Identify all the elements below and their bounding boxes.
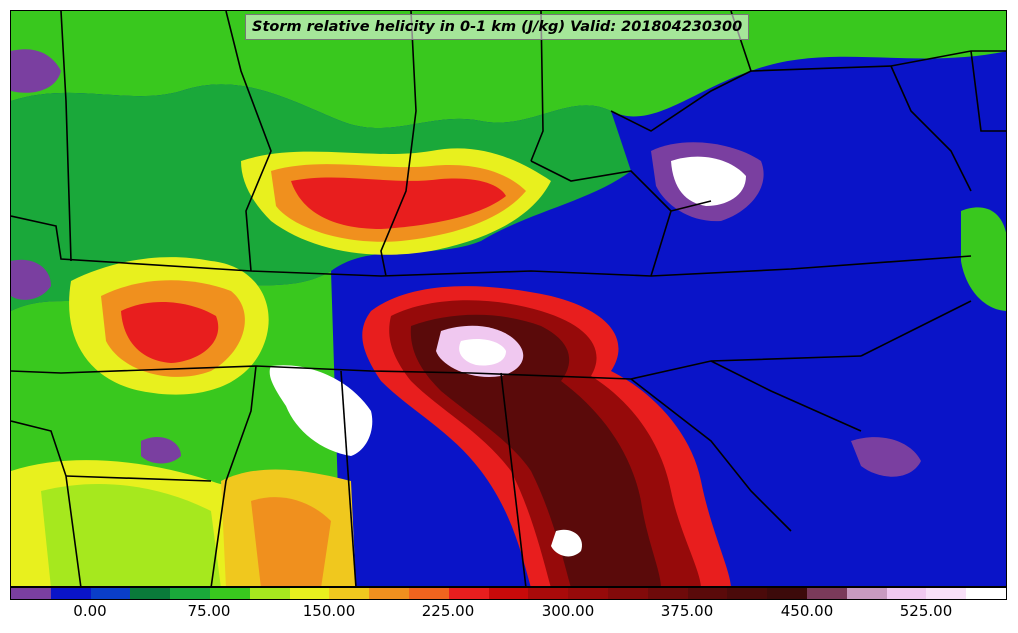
- colorbar-swatch: [886, 588, 927, 599]
- colorbar-swatch: [687, 588, 728, 599]
- helicity-field-map: [11, 11, 1006, 586]
- colorbar-swatch: [767, 588, 807, 599]
- colorbar-swatch: [568, 588, 608, 599]
- state-borders: [11, 11, 1006, 586]
- colorbar-tick-label: 300.00: [541, 602, 595, 620]
- colorbar-tick-label: 75.00: [187, 602, 231, 620]
- colorbar-tick-label: 225.00: [421, 602, 475, 620]
- colorbar-tick-label: 450.00: [780, 602, 834, 620]
- colorbar-swatch: [90, 588, 131, 599]
- colorbar-swatch: [369, 588, 409, 599]
- colorbar-swatch: [528, 588, 569, 599]
- colorbar-swatch: [607, 588, 648, 599]
- colorbar-swatch: [130, 588, 171, 599]
- colorbar-swatch: [11, 588, 51, 599]
- colorbar-swatch: [846, 588, 887, 599]
- colorbar-swatch: [209, 588, 250, 599]
- colorbar-tick-label: 0.00: [73, 602, 107, 620]
- colorbar-swatch: [727, 588, 768, 599]
- colorbar-swatch: [806, 588, 847, 599]
- map-panel: [10, 10, 1007, 587]
- colorbar-ticks: 0.00 75.00 150.00 225.00 300.00 375.00 450.00 5…: [10, 602, 1007, 624]
- colorbar: [10, 587, 1007, 600]
- colorbar-swatch: [289, 588, 330, 599]
- colorbar-swatch: [170, 588, 210, 599]
- field-contours: [11, 11, 1006, 586]
- colorbar-swatch: [408, 588, 449, 599]
- map-title: Storm relative helicity in 0-1 km (J/kg)…: [245, 14, 750, 40]
- colorbar-swatch: [926, 588, 967, 599]
- colorbar-tick-label: 375.00: [660, 602, 714, 620]
- colorbar-swatch: [647, 588, 688, 599]
- colorbar-swatch: [329, 588, 370, 599]
- colorbar-swatch: [966, 588, 1006, 599]
- colorbar-swatch: [448, 588, 489, 599]
- colorbar-swatch: [249, 588, 290, 599]
- colorbar-tick-label: 525.00: [899, 602, 953, 620]
- colorbar-swatch: [488, 588, 529, 599]
- colorbar-tick-label: 150.00: [302, 602, 356, 620]
- colorbar-swatch: [50, 588, 91, 599]
